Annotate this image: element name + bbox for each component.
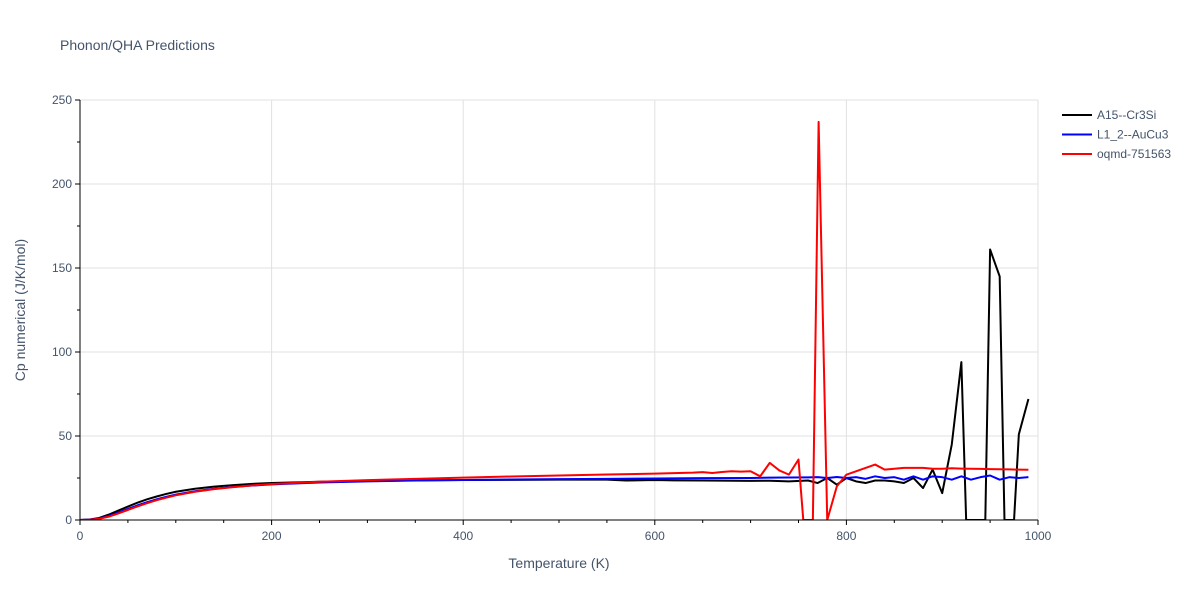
series-line-1 [80,248,1030,520]
legend-item[interactable]: oqmd-751563 [1062,147,1171,161]
x-tick-label: 0 [77,529,84,543]
y-tick-label: 50 [59,429,73,443]
legend[interactable]: A15--Cr3Si L1_2--AuCu3 oqmd-751563 [1062,108,1171,161]
chart-title: Phonon/QHA Predictions [60,37,215,53]
y-axis: 0 50 100 150 200 250 [52,93,81,527]
series-line-3 [80,120,1029,520]
x-tick-label: 1000 [1025,529,1052,543]
legend-label: A15--Cr3Si [1097,108,1156,122]
y-tick-label: 100 [52,345,72,359]
plot-area [80,120,1030,520]
legend-label: oqmd-751563 [1097,147,1171,161]
x-tick-label: 800 [836,529,856,543]
series-line-2 [80,474,1029,520]
legend-item[interactable]: A15--Cr3Si [1062,108,1156,122]
legend-label: L1_2--AuCu3 [1097,128,1169,142]
legend-item[interactable]: L1_2--AuCu3 [1062,128,1169,142]
x-tick-label: 400 [453,529,473,543]
x-axis-title: Temperature (K) [508,555,609,571]
y-tick-label: 250 [52,93,72,107]
x-tick-label: 600 [645,529,665,543]
x-axis: 0 200 400 600 800 1000 [77,519,1052,543]
y-tick-label: 200 [52,177,72,191]
grid-lines [80,99,1039,520]
x-tick-label: 200 [262,529,282,543]
y-axis-title: Cp numerical (J/K/mol) [12,239,28,381]
y-tick-label: 0 [65,513,72,527]
y-tick-label: 150 [52,261,72,275]
